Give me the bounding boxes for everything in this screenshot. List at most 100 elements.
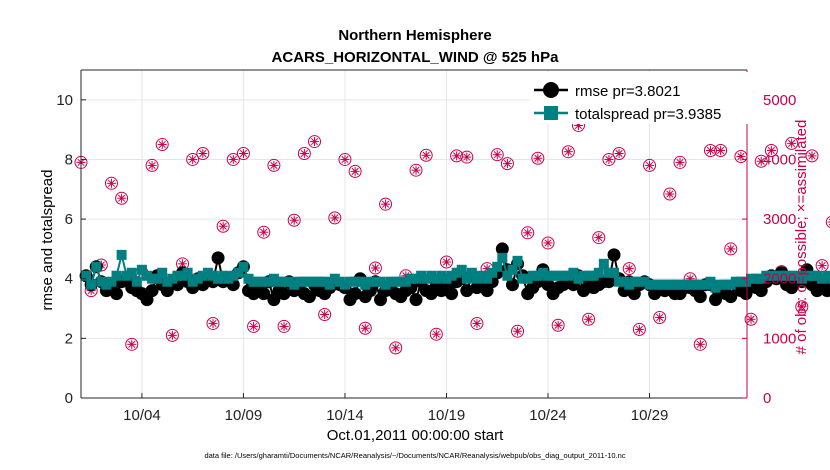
totalspread-point bbox=[730, 276, 741, 287]
totalspread-point bbox=[578, 270, 589, 281]
obs-possible-point bbox=[551, 318, 565, 332]
obs-possible-point bbox=[429, 327, 443, 341]
obs-assimilated-point bbox=[472, 318, 482, 328]
totalspread-point bbox=[207, 270, 218, 281]
totalspread-point bbox=[654, 279, 665, 290]
obs-possible-point bbox=[287, 213, 301, 227]
totalspread-point bbox=[172, 270, 183, 281]
asterisk-stroke bbox=[493, 151, 501, 159]
asterisk-stroke bbox=[310, 137, 319, 146]
obs-assimilated-point bbox=[127, 339, 137, 349]
totalspread-point bbox=[334, 276, 345, 287]
totalspread-point bbox=[751, 273, 762, 284]
totalspread-point bbox=[91, 261, 102, 272]
obs-assimilated-point bbox=[218, 221, 228, 231]
obs-possible-point bbox=[521, 226, 535, 240]
asterisk-stroke bbox=[767, 146, 775, 155]
rmse-point bbox=[277, 287, 291, 301]
obs-possible-point bbox=[236, 146, 250, 160]
obs-assimilated-point bbox=[705, 146, 715, 156]
asterisk-stroke bbox=[341, 155, 349, 164]
legend-rmse-marker bbox=[543, 82, 559, 98]
totalspread-point bbox=[365, 276, 376, 287]
y-right-tick-label: 3000 bbox=[763, 211, 796, 228]
asterisk-stroke bbox=[107, 179, 116, 187]
obs-possible-point bbox=[785, 136, 799, 150]
obs-possible-point bbox=[561, 145, 575, 159]
obs-possible-point bbox=[104, 176, 118, 190]
rmse-point bbox=[602, 275, 616, 289]
obs-possible-point bbox=[115, 191, 129, 205]
rmse-point bbox=[211, 251, 225, 265]
obs-assimilated-point bbox=[411, 165, 421, 175]
totalspread-point bbox=[177, 270, 188, 281]
obs-assimilated-point bbox=[441, 257, 451, 267]
totalspread-point bbox=[309, 276, 320, 287]
y-axis-right-label: # of obs: o=possible; ×=assimilated bbox=[793, 120, 810, 355]
rmse-point bbox=[302, 290, 316, 304]
y-right-tick-label: 0 bbox=[763, 390, 771, 407]
obs-assimilated-point bbox=[157, 140, 167, 150]
chart-title-line1: Northern Hemisphere bbox=[338, 27, 491, 44]
totalspread-point bbox=[253, 276, 264, 287]
totalspread-point bbox=[812, 270, 823, 281]
totalspread-point bbox=[273, 276, 284, 287]
totalspread-point bbox=[527, 270, 538, 281]
obs-possible-point bbox=[389, 341, 403, 355]
totalspread-point bbox=[766, 270, 777, 281]
obs-possible-point bbox=[358, 321, 372, 335]
totalspread-point bbox=[624, 279, 635, 290]
obs-possible-point bbox=[744, 312, 758, 326]
totalspread-point bbox=[558, 270, 569, 281]
obs-possible-point bbox=[450, 149, 464, 163]
totalspread-point bbox=[441, 273, 452, 284]
totalspread-point bbox=[345, 276, 356, 287]
asterisk-stroke bbox=[361, 324, 369, 332]
obs-assimilated-point bbox=[746, 314, 756, 324]
totalspread-point bbox=[563, 270, 574, 281]
y-right-tick-label: 4000 bbox=[763, 151, 796, 168]
y-right-tick-label: 1000 bbox=[763, 330, 796, 347]
totalspread-point bbox=[116, 249, 127, 260]
obs-assimilated-point bbox=[249, 321, 259, 331]
totalspread-point bbox=[101, 279, 112, 290]
plot-area-background bbox=[81, 70, 747, 398]
totalspread-point bbox=[639, 276, 650, 287]
totalspread-point bbox=[299, 276, 310, 287]
totalspread-point bbox=[517, 273, 528, 284]
rmse-point bbox=[460, 284, 474, 298]
asterisk-stroke bbox=[798, 303, 806, 311]
asterisk-stroke bbox=[635, 325, 643, 334]
totalspread-point bbox=[497, 252, 508, 263]
totalspread-point bbox=[817, 273, 828, 284]
asterisk-stroke bbox=[453, 152, 461, 160]
obs-assimilated-point bbox=[817, 261, 827, 271]
obs-possible-point bbox=[125, 337, 139, 351]
asterisk-stroke bbox=[412, 166, 420, 174]
totalspread-point bbox=[390, 276, 401, 287]
asterisk-stroke bbox=[260, 228, 268, 236]
obs-possible-point bbox=[592, 231, 606, 245]
obs-possible-point bbox=[267, 158, 281, 172]
totalspread-point bbox=[522, 273, 533, 284]
totalspread-point bbox=[806, 270, 817, 281]
obs-assimilated-point bbox=[695, 339, 705, 349]
obs-assimilated-point bbox=[269, 160, 279, 170]
obs-assimilated-point bbox=[330, 213, 340, 223]
totalspread-point bbox=[725, 279, 736, 290]
totalspread-point bbox=[370, 276, 381, 287]
totalspread-point bbox=[263, 276, 274, 287]
totalspread-point bbox=[705, 276, 716, 287]
totalspread-point bbox=[532, 270, 543, 281]
x-axis-label: Oct.01,2011 00:00:00 start bbox=[327, 427, 504, 444]
totalspread-point bbox=[466, 267, 477, 278]
asterisk-stroke bbox=[270, 161, 278, 170]
totalspread-point bbox=[659, 279, 670, 290]
asterisk-stroke bbox=[239, 149, 248, 158]
y-right-tick-label: 5000 bbox=[763, 92, 796, 109]
totalspread-point bbox=[131, 276, 142, 287]
obs-possible-point bbox=[277, 319, 291, 333]
asterisk-stroke bbox=[442, 258, 451, 266]
totalspread-point bbox=[416, 270, 427, 281]
obs-assimilated-point bbox=[381, 199, 391, 209]
